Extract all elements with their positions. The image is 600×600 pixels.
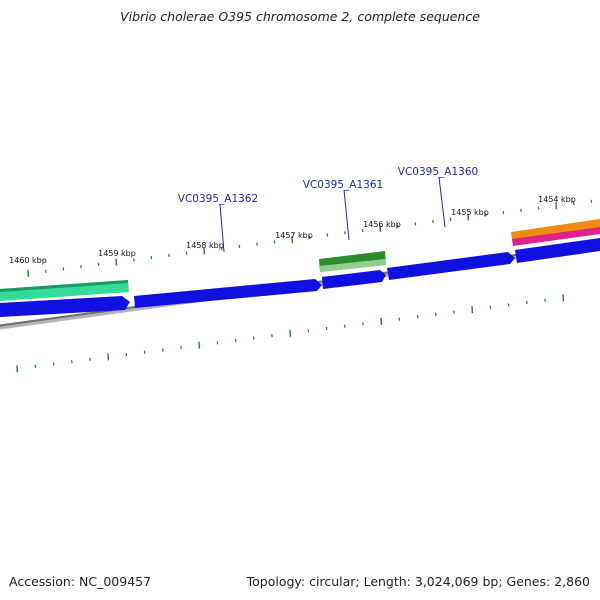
tick-layer [16,199,593,373]
gene-leader-line [343,189,350,241]
forward-strand-track [0,238,600,317]
gene-feature[interactable] [0,280,129,301]
gene-feature[interactable] [512,227,600,246]
kbp-label: 1456 kbp [363,220,401,229]
cds-arrow[interactable] [387,252,515,280]
gene-feature[interactable] [0,280,128,292]
kbp-label: 1454 kbp [538,195,576,204]
accession-text: Accession: NC_009457 [9,574,152,589]
gene-feature[interactable] [511,219,600,240]
gene-label[interactable]: VC0395_A1360 [398,166,478,178]
kbp-label: 1460 kbp [9,256,47,265]
cds-arrow[interactable] [515,238,600,263]
cds-arrow[interactable] [0,296,130,317]
gene-leader-line [438,176,446,228]
summary-text: Topology: circular; Length: 3,024,069 bp… [246,574,590,589]
gene-label[interactable]: VC0395_A1362 [178,193,258,205]
kbp-label: 1458 kbp [186,241,224,250]
kbp-label: 1455 kbp [451,208,489,217]
kbp-scale: 1454 kbp 1455 kbp 1456 kbp 1457 kbp 1458… [9,195,576,265]
map-title: Vibrio cholerae O395 chromosome 2, compl… [120,9,480,24]
kbp-label: 1457 kbp [275,231,313,240]
gene-labels: VC0395_A1362 VC0395_A1361 VC0395_A1360 [178,166,478,253]
kbp-label: 1459 kbp [98,249,136,258]
cds-arrow[interactable] [134,279,322,308]
gene-feature[interactable] [319,259,386,272]
cds-arrow[interactable] [322,270,386,289]
gene-leader-line [219,203,225,253]
feature-track [0,219,600,301]
gene-label[interactable]: VC0395_A1361 [303,179,383,191]
